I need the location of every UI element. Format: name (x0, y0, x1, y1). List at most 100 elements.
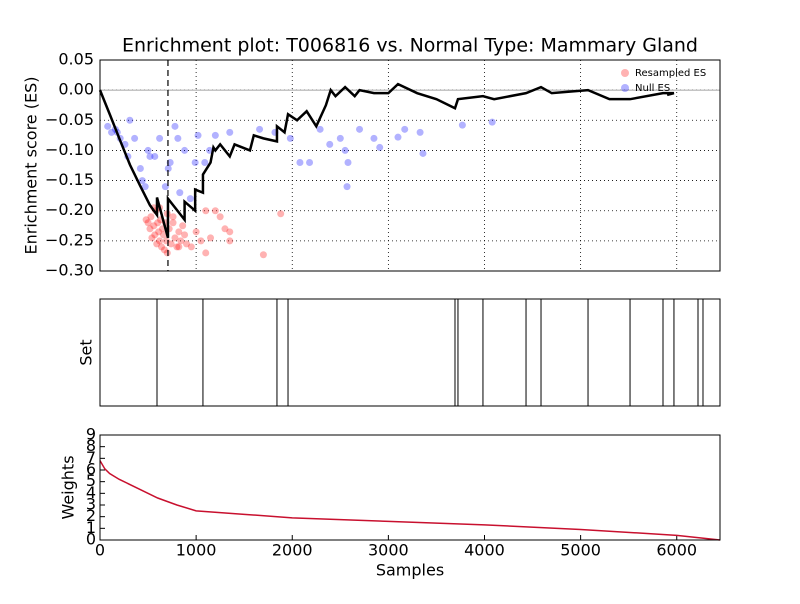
y-tick-label: 1 (86, 518, 96, 537)
scatter-point (416, 128, 424, 136)
scatter-point (186, 195, 194, 203)
scatter-point (211, 131, 219, 139)
scatter-point (394, 133, 402, 141)
scatter-point (488, 118, 496, 126)
scatter-point (171, 234, 179, 242)
y-tick-label: 7 (86, 448, 96, 467)
scatter-point (296, 158, 304, 166)
scatter-point (179, 222, 187, 230)
scatter-point (401, 125, 409, 133)
x-tick-label: 0 (95, 541, 105, 560)
scatter-point (131, 134, 139, 142)
scatter-point (151, 231, 159, 239)
y-tick-label: 5 (86, 471, 96, 490)
scatter-point (181, 231, 189, 239)
y-tick-label: −0.30 (45, 261, 94, 280)
scatter-point (171, 122, 179, 130)
scatter-point (316, 125, 324, 133)
scatter-point (181, 146, 189, 154)
scatter-point (216, 213, 224, 221)
scatter-point (158, 243, 166, 251)
y-tick-label: −0.15 (45, 170, 94, 189)
scatter-point (155, 228, 163, 236)
legend-marker (621, 84, 629, 92)
legend-label: Null ES (635, 83, 670, 94)
y-tick-label: −0.20 (45, 200, 94, 219)
x-tick-label: 1000 (176, 541, 217, 560)
scatter-point (256, 125, 264, 133)
scatter-point (192, 228, 200, 236)
scatter-point (343, 183, 351, 191)
scatter-point (202, 207, 210, 215)
scatter-point (136, 165, 144, 173)
scatter-point (150, 222, 158, 230)
scatter-point (175, 243, 183, 251)
scatter-point (176, 189, 184, 197)
plot-frame (99, 434, 721, 541)
y-tick-label: 0.05 (58, 50, 94, 69)
scatter-point (154, 219, 162, 227)
scatter-point (326, 140, 334, 148)
y-tick-label: −0.10 (45, 140, 94, 159)
scatter-point (286, 134, 294, 142)
scatter-point (169, 219, 177, 227)
y-tick-label: 3 (86, 495, 96, 514)
scatter-point (108, 128, 116, 136)
scatter-point (336, 134, 344, 142)
scatter-point (151, 152, 159, 160)
x-tick-label: 4000 (464, 541, 505, 560)
y-tick-label: 8 (86, 436, 96, 455)
scatter-point (226, 228, 234, 236)
scatter-point (173, 243, 181, 251)
scatter-point (138, 177, 146, 185)
scatter-point (144, 219, 152, 227)
x-tick-label: 3000 (368, 541, 409, 560)
weights-line (99, 460, 721, 541)
y-tick-label: 0 (86, 530, 96, 549)
scatter-point (306, 158, 314, 166)
scatter-point (370, 134, 378, 142)
scatter-point (177, 237, 185, 245)
scatter-point (156, 134, 164, 142)
scatter-point (164, 165, 172, 173)
scatter-point (161, 183, 169, 191)
scatter-point (146, 225, 154, 233)
scatter-point (183, 240, 191, 248)
legend-label: Resampled ES (635, 68, 706, 79)
scatter-point (144, 146, 152, 154)
scatter-point (174, 134, 182, 142)
scatter-point (153, 240, 161, 248)
scatter-point (141, 183, 149, 191)
y-tick-label: 0.00 (58, 80, 94, 99)
scatter-point (104, 122, 112, 130)
scatter-point (167, 240, 175, 248)
scatter-point (146, 152, 154, 160)
scatter-point (458, 121, 466, 129)
y-axis-label: Set (77, 339, 96, 365)
y-tick-label: −0.25 (45, 230, 94, 249)
plot-frame (99, 298, 721, 407)
scatter-point (159, 231, 167, 239)
y-axis-label: Enrichment score (ES) (22, 77, 41, 255)
scatter-point (156, 237, 164, 245)
scatter-point (376, 143, 384, 151)
scatter-point (142, 216, 150, 224)
scatter-point (344, 158, 352, 166)
scatter-point (148, 234, 156, 242)
scatter-point (163, 249, 171, 257)
scatter-point (221, 225, 229, 233)
scatter-point (226, 128, 234, 136)
scatter-point (202, 249, 210, 257)
scatter-point (419, 149, 427, 157)
y-tick-label: 6 (86, 460, 96, 479)
scatter-point (277, 210, 285, 218)
scatter-point (201, 158, 209, 166)
scatter-point (160, 246, 168, 254)
x-tick-label: 6000 (656, 541, 697, 560)
scatter-point (356, 125, 364, 133)
scatter-point (175, 228, 183, 236)
y-tick-label: −0.05 (45, 110, 94, 129)
x-tick-label: 5000 (560, 541, 601, 560)
scatter-point (259, 251, 267, 259)
